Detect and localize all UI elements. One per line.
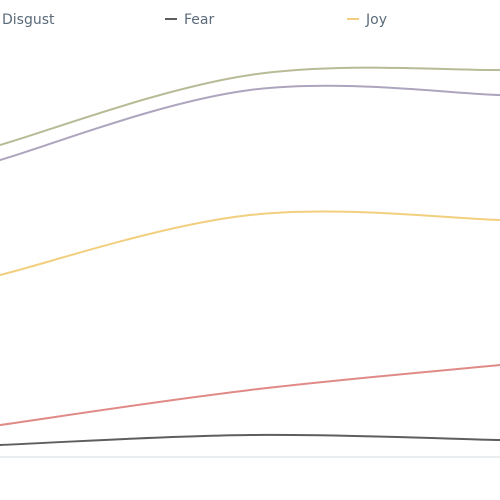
legend-label-fear[interactable]: Fear	[184, 12, 214, 28]
series-line-0[interactable]	[0, 66, 500, 146]
series-line-1[interactable]	[0, 84, 500, 161]
legend-label-joy[interactable]: Joy	[365, 12, 387, 28]
plot-area	[0, 66, 500, 446]
legend-label-disgust[interactable]: Disgust	[2, 12, 55, 28]
chart-legend: Disgust Fear Joy	[2, 12, 387, 28]
series-line-2[interactable]	[0, 210, 500, 276]
series-line-4[interactable]	[0, 433, 500, 446]
series-line-3[interactable]	[0, 364, 500, 426]
